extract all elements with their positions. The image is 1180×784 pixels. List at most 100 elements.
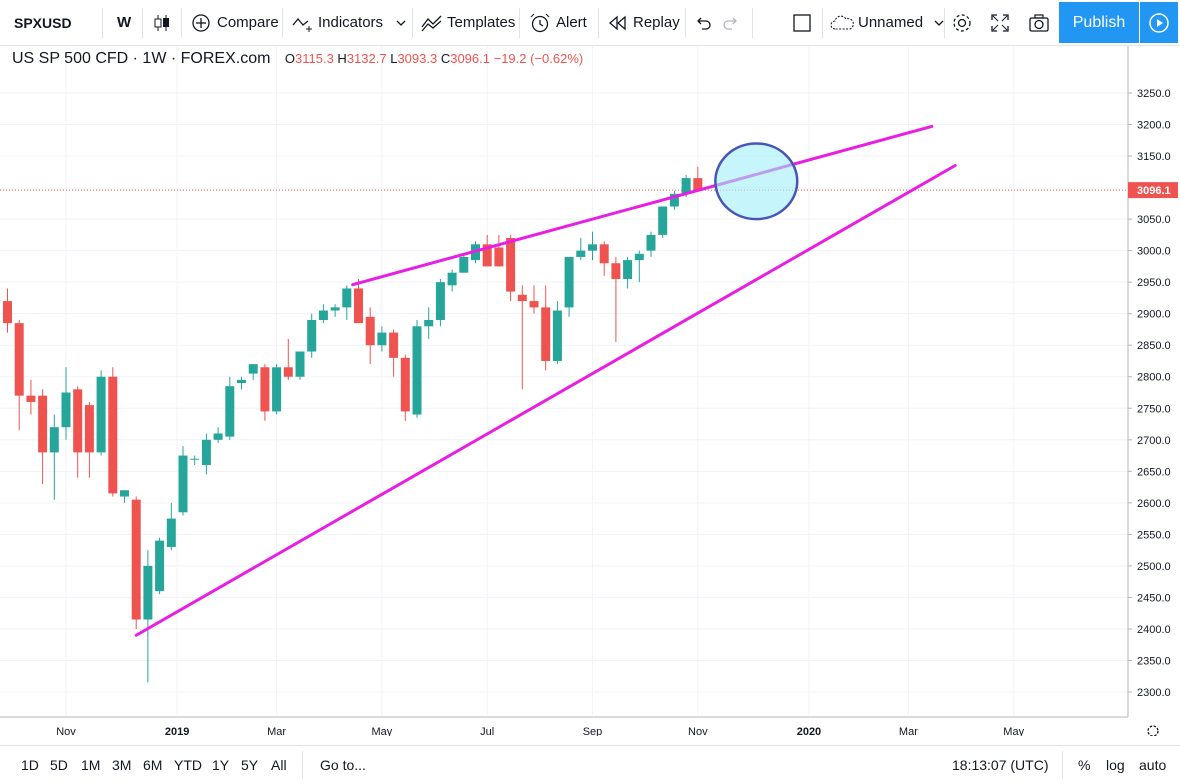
current-price-label: 3096.1 <box>1137 185 1171 197</box>
snapshot-button[interactable] <box>1028 0 1050 45</box>
range-all[interactable]: All <box>271 757 287 773</box>
clock-display[interactable]: 18:13:07 (UTC) <box>952 757 1049 773</box>
templates-icon <box>421 15 442 31</box>
candle-body <box>38 395 48 453</box>
compare-label: Compare <box>217 14 279 31</box>
price-tick-label: 2950.0 <box>1137 277 1171 289</box>
candle-body <box>131 499 141 620</box>
gear-icon <box>953 13 971 32</box>
candle-body <box>295 351 305 377</box>
log-toggle[interactable]: log <box>1106 757 1125 773</box>
interval-button[interactable]: W <box>117 14 132 31</box>
play-button[interactable] <box>1140 2 1178 43</box>
auto-toggle[interactable]: auto <box>1139 757 1167 773</box>
time-tick-label: Mar <box>267 726 286 736</box>
candle-body <box>213 433 223 440</box>
fullscreen-button[interactable] <box>990 0 1010 45</box>
layout-name-button[interactable]: Unnamed <box>829 0 945 45</box>
candle-body <box>658 206 668 235</box>
trendline-lower <box>134 164 957 637</box>
candle-body <box>529 301 539 308</box>
candle-body <box>365 316 375 346</box>
range-1y[interactable]: 1Y <box>212 757 230 773</box>
top-toolbar: SPXUSD W Compare Indicators Templates Al… <box>0 0 1180 46</box>
chart-type-button[interactable] <box>153 0 171 45</box>
candle-body <box>307 319 317 352</box>
replay-button[interactable]: Replay <box>608 0 680 45</box>
price-tick-label: 3000.0 <box>1137 246 1171 258</box>
layout-name: Unnamed <box>858 14 924 31</box>
range-ytd[interactable]: YTD <box>174 757 202 773</box>
compare-button[interactable]: Compare <box>191 0 279 45</box>
toolbar-divider <box>142 8 143 38</box>
indicators-button[interactable]: Indicators <box>292 0 407 45</box>
toolbar-divider <box>302 751 303 779</box>
toolbar-divider <box>598 8 599 38</box>
price-tick-label: 2900.0 <box>1137 309 1171 321</box>
fullscreen-toggle-button[interactable] <box>792 0 812 45</box>
candle-body <box>201 439 211 466</box>
trendline-upper <box>351 124 934 287</box>
candle-body <box>108 376 118 494</box>
price-tick-label: 2500.0 <box>1137 561 1171 573</box>
candle-body <box>599 244 609 264</box>
price-tick-label: 2400.0 <box>1137 624 1171 636</box>
price-tick-label: 2800.0 <box>1137 372 1171 384</box>
indicators-icon <box>292 17 312 32</box>
open-value: 3115.3 <box>295 51 334 66</box>
candle-body <box>143 565 153 620</box>
candle-body <box>96 376 106 453</box>
publish-button[interactable]: Publish <box>1059 2 1139 43</box>
undo-button[interactable] <box>695 0 711 45</box>
range-5y[interactable]: 5Y <box>241 757 259 773</box>
high-label: H <box>337 51 347 66</box>
legend-ohlc: O3115.3 H3132.7 L3093.3 C3096.1 −19.2 (−… <box>285 51 583 66</box>
expand-icon <box>991 13 1009 32</box>
range-1d[interactable]: 1D <box>21 757 39 773</box>
toolbar-divider <box>944 8 945 38</box>
range-5d[interactable]: 5D <box>50 757 68 773</box>
candle-body <box>576 250 586 257</box>
replay-label: Replay <box>633 14 680 31</box>
chart-legend: US SP 500 CFD · 1W · FOREX.com O3115.3 H… <box>12 50 583 68</box>
range-3m[interactable]: 3M <box>112 757 132 773</box>
alert-label: Alert <box>556 14 587 31</box>
percent-toggle[interactable]: % <box>1078 757 1091 773</box>
price-tick-label: 2700.0 <box>1137 435 1171 447</box>
symbol-search[interactable]: SPXUSD <box>14 14 72 31</box>
square-icon <box>793 13 811 32</box>
redo-button[interactable] <box>723 0 739 45</box>
range-1m[interactable]: 1M <box>81 757 101 773</box>
candle-body <box>552 310 562 361</box>
candle-body <box>248 364 258 374</box>
gear-icon[interactable] <box>1147 725 1159 736</box>
settings-button[interactable] <box>951 0 973 45</box>
price-tick-label: 3150.0 <box>1137 151 1171 163</box>
redo-icon <box>723 17 737 30</box>
time-tick-label: 2019 <box>165 726 189 736</box>
candle-body <box>447 272 457 286</box>
price-tick-label: 2750.0 <box>1137 403 1171 415</box>
alert-button[interactable]: Alert <box>529 0 587 45</box>
candle-body <box>283 367 293 377</box>
candle-body <box>506 238 516 292</box>
candle-body <box>541 307 551 361</box>
candle-body <box>435 282 445 320</box>
alarm-clock-icon <box>530 13 550 32</box>
cloud-icon <box>830 15 854 30</box>
price-tick-label: 2550.0 <box>1137 529 1171 541</box>
templates-label: Templates <box>447 14 516 31</box>
candle-body <box>26 395 36 402</box>
price-chart[interactable]: 3250.03200.03150.03100.03050.03000.02950… <box>0 46 1180 736</box>
goto-button[interactable]: Go to... <box>320 757 366 773</box>
candle-body <box>237 379 246 384</box>
toolbar-divider <box>282 8 283 38</box>
candle-body <box>611 263 621 280</box>
range-6m[interactable]: 6M <box>143 757 163 773</box>
candle-body <box>49 427 59 453</box>
candle-body <box>342 288 352 308</box>
candle-body <box>669 193 679 207</box>
candle-body <box>482 244 492 267</box>
candle-body <box>564 256 574 308</box>
templates-button[interactable]: Templates <box>421 0 515 45</box>
